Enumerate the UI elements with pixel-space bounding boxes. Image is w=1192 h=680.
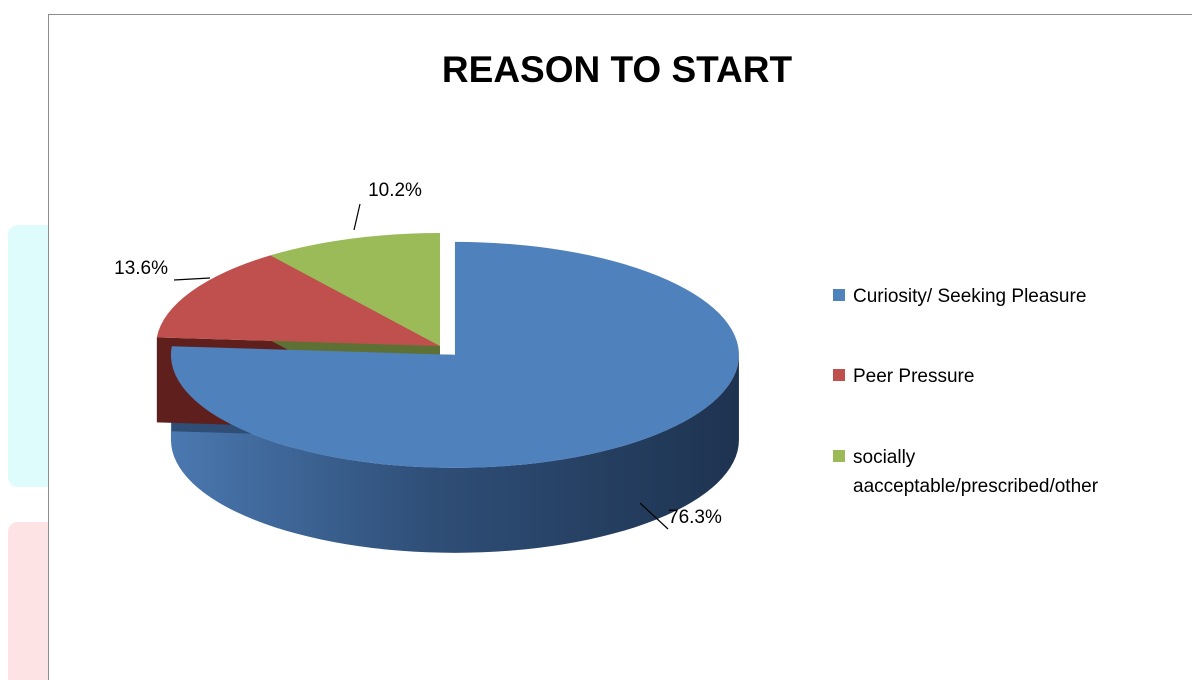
legend-label-socially-aacceptable-prescribed-other-line-1: aacceptable/prescribed/other (853, 476, 1099, 497)
pie-slice-curiosity-seeking-pleasure (170, 241, 739, 468)
pie-top-faces (156, 233, 739, 468)
background-decoration-pink (8, 522, 52, 680)
pie-slice-socially-aacceptable-prescribed-other (270, 233, 440, 346)
data-label-peer-pressure: 13.6% (114, 258, 168, 279)
legend-label-curiosity-seeking-pleasure: Curiosity/ Seeking Pleasure (853, 286, 1086, 307)
leader-line-socially-aacceptable-prescribed-other (353, 203, 361, 231)
legend-label-socially-aacceptable-prescribed-other-line-0: socially (853, 447, 916, 468)
leader-line-curiosity-seeking-pleasure (639, 502, 669, 530)
legend-swatch-curiosity-seeking-pleasure (833, 289, 845, 301)
legend-label-peer-pressure: Peer Pressure (853, 366, 974, 387)
leader-line-peer-pressure (173, 277, 211, 281)
legend-swatch-socially-aacceptable-prescribed-other (833, 450, 845, 462)
background-decoration-cyan (8, 225, 52, 487)
data-labels: 76.3% 13.6% 10.2% (114, 180, 722, 528)
data-label-curiosity-seeking-pleasure: 76.3% (668, 507, 722, 528)
chart-title: REASON TO START (442, 49, 793, 90)
legend-item-socially-aacceptable-prescribed-other: socially aacceptable/prescribed/other (833, 447, 1099, 497)
legend-item-peer-pressure: Peer Pressure (833, 366, 974, 387)
pie-slice-peer-pressure (156, 255, 440, 346)
legend-swatch-peer-pressure (833, 369, 845, 381)
legend-item-curiosity-seeking-pleasure: Curiosity/ Seeking Pleasure (833, 286, 1086, 307)
leader-lines (173, 203, 669, 530)
data-label-socially-aacceptable-prescribed-other: 10.2% (368, 180, 422, 201)
pie-side-curiosity-seeking-pleasure (170, 354, 739, 553)
legend: Curiosity/ Seeking Pleasure Peer Pressure… (833, 286, 1099, 497)
